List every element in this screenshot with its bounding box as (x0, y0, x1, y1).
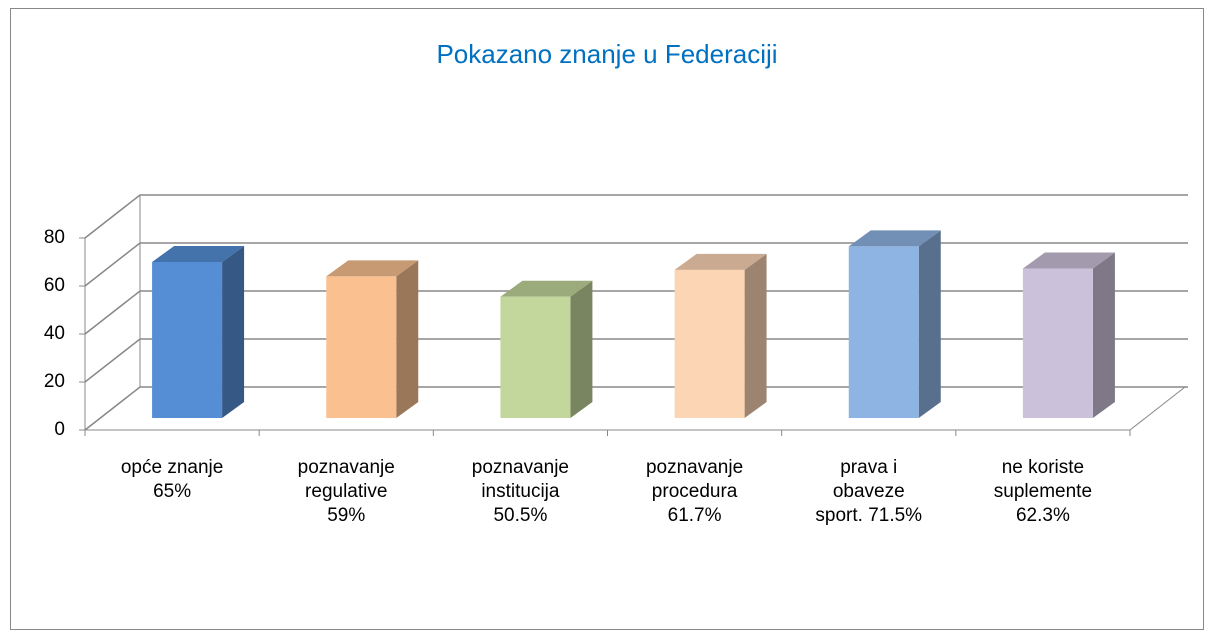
x-tick-label: ne koriste suplemente 62.3% (993, 457, 1093, 526)
chart-title: Pokazano znanje u Federaciji (436, 39, 777, 69)
grid-line (84, 338, 1188, 383)
y-tick-label: 60 (44, 275, 65, 296)
bar-side (396, 260, 419, 418)
bar-top (326, 260, 419, 277)
bar-top (152, 246, 245, 262)
y-tick-label: 80 (44, 227, 65, 248)
bar-side (744, 253, 767, 418)
grid-line (84, 290, 1188, 335)
bar (1022, 268, 1093, 418)
axis-line (1129, 386, 1186, 431)
grid-line (84, 386, 1188, 431)
bar-side (1092, 252, 1115, 418)
x-tick-label: poznavanje regulative 59% (297, 457, 395, 526)
bar-top (1022, 252, 1115, 269)
bar-side (570, 280, 593, 418)
bar-top (500, 280, 593, 297)
x-tick-label: poznavanje procedura 61.7% (645, 457, 744, 526)
bar-side (918, 230, 941, 418)
y-tick-label: 40 (44, 323, 65, 344)
bar-side (222, 246, 245, 418)
bar (674, 269, 745, 418)
bar (848, 246, 919, 418)
x-tick-label: poznavanje institucija 50.5% (471, 457, 569, 526)
y-tick-label: 20 (44, 371, 65, 392)
x-tick-label: prava i obaveze sport. 71.5% (815, 457, 923, 526)
bar (152, 262, 223, 418)
grid-line (84, 242, 1188, 287)
x-tick-label: opće znanje 65% (120, 457, 224, 502)
y-tick-label: 0 (54, 419, 65, 440)
bar (500, 296, 571, 418)
bar (326, 276, 397, 418)
bar-top (848, 230, 941, 247)
bar-top (674, 253, 767, 270)
grid-line (84, 194, 1188, 239)
